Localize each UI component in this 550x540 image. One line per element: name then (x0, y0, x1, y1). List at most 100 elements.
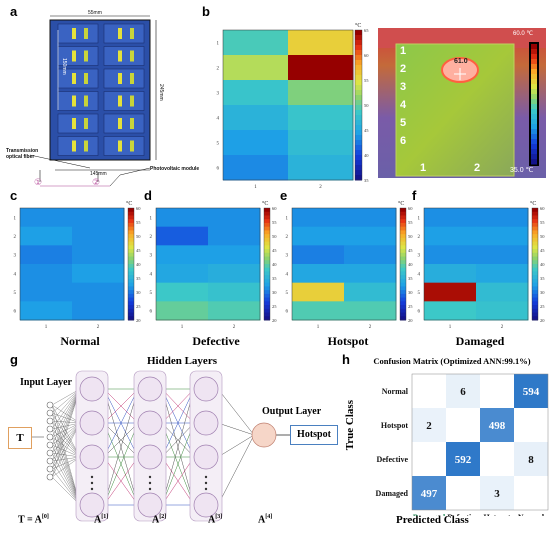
confusion-cell (514, 476, 548, 510)
row-tick: 5 (14, 291, 17, 296)
colorbar-segment (355, 145, 362, 151)
colorbar-tick: 45 (364, 128, 369, 133)
fiber-label: Transmission optical fiber (6, 148, 39, 160)
input-node (46, 433, 54, 441)
row-tick: 5 (286, 291, 289, 296)
ellipsis-dot (90, 475, 94, 479)
heatmap-cell (223, 30, 289, 56)
panel-b-label: b (202, 4, 210, 19)
colorbar-tick: 60 (364, 53, 369, 58)
heatmap-cell (292, 282, 345, 302)
row-tick: 6 (217, 167, 220, 172)
heatmap-cell (344, 226, 397, 246)
colorbar-segment (400, 297, 406, 302)
input-layer-title: Input Layer (20, 377, 72, 388)
input-node (46, 457, 54, 465)
panel-g-label: g (10, 352, 18, 367)
colorbar-segment (128, 282, 134, 287)
colorbar-segment (355, 105, 362, 111)
colorbar-segment (400, 286, 406, 291)
fiber-sensor-icon (118, 50, 122, 62)
colorbar-segment (532, 271, 538, 276)
confusion-value: 8 (528, 454, 534, 466)
photo-scale-segment (531, 129, 537, 135)
colorbar-tick: 25 (272, 304, 277, 309)
photo-row-1: 1 (400, 45, 407, 57)
colorbar-segment (400, 282, 406, 287)
confusion-cell (514, 442, 548, 476)
input-node (46, 409, 54, 417)
colorbar-tick: 45 (272, 248, 277, 253)
colorbar-segment (532, 305, 538, 310)
confusion-title: Confusion Matrix (Optimized ANN:99.1%) (373, 356, 531, 366)
colorbar-segment (264, 312, 270, 317)
confusion-value: 2 (426, 420, 432, 432)
fiber-sensor-icon (130, 95, 134, 107)
colorbar-segment (355, 165, 362, 171)
output-hotspot-box: Hotspot (290, 425, 338, 445)
colorbar-tick: 40 (408, 262, 413, 267)
confusion-cell (446, 408, 480, 442)
confusion-value: 3 (494, 488, 500, 500)
fiber-sensor-icon (72, 95, 76, 107)
colorbar-segment (355, 45, 362, 51)
output-node (251, 422, 277, 448)
fiber-sensor-icon (130, 118, 134, 129)
layer-a4: A[4] (258, 514, 273, 526)
colorbar-tick: 45 (408, 248, 413, 253)
colorbar-segment (532, 260, 538, 265)
colorbar-tick: 55 (540, 220, 545, 225)
colorbar-segment (400, 234, 406, 239)
heatmap-cell (208, 301, 261, 321)
colorbar-segment (400, 305, 406, 310)
colorbar-segment (400, 316, 406, 321)
row-tick: 5 (418, 291, 421, 296)
colorbar-tick: 25 (408, 304, 413, 309)
colorbar-segment (532, 222, 538, 228)
row-tick: 3 (14, 254, 17, 259)
colorbar-segment (400, 208, 406, 213)
fiber-sensor-icon (72, 73, 76, 84)
colorbar-segment (400, 290, 406, 295)
hidden-node (79, 376, 105, 402)
heatmap-cell (476, 208, 529, 228)
colorbar-segment (264, 222, 270, 228)
colorbar-segment (400, 237, 406, 243)
row-tick: 2 (418, 235, 421, 240)
colorbar-tick: 20 (540, 318, 545, 323)
colorbar-unit: °C (126, 200, 132, 207)
heatmap-cell (476, 264, 529, 284)
confusion-value: 592 (455, 454, 472, 466)
heatmap-cell (20, 301, 73, 321)
heatmap-cell (292, 208, 345, 228)
heatmap-cell (223, 55, 289, 81)
heatmap-cell (156, 208, 209, 228)
colorbar-segment (532, 293, 538, 299)
colorbar-tick: 50 (364, 103, 369, 108)
colorbar-segment (355, 120, 362, 126)
col-tick: 1 (254, 185, 257, 190)
heatmap-cell (288, 30, 354, 56)
connector-2-icon: ② (92, 178, 101, 188)
row-tick: 1 (14, 216, 17, 221)
photo-scale-segment (531, 64, 537, 70)
heatmap-cell (288, 155, 354, 181)
colorbar-segment (264, 297, 270, 302)
photo-scale-segment (531, 154, 537, 160)
fiber-sensor-icon (84, 28, 88, 39)
colorbar-segment (532, 267, 538, 272)
colorbar-tick: 60 (272, 206, 277, 211)
row-tick: 1 (286, 216, 289, 221)
colorbar-segment (400, 230, 406, 235)
colorbar-segment (355, 175, 362, 181)
confusion-value: 594 (523, 386, 540, 398)
colorbar-segment (400, 275, 406, 280)
pv-cell (57, 23, 99, 44)
colorbar-segment (264, 271, 270, 276)
colorbar-segment (128, 312, 134, 317)
colorbar-tick: 30 (540, 290, 545, 295)
confusion-col-label: Defective (447, 513, 479, 516)
colorbar-segment (264, 237, 270, 243)
row-tick: 3 (150, 254, 153, 259)
colorbar-segment (532, 230, 538, 235)
